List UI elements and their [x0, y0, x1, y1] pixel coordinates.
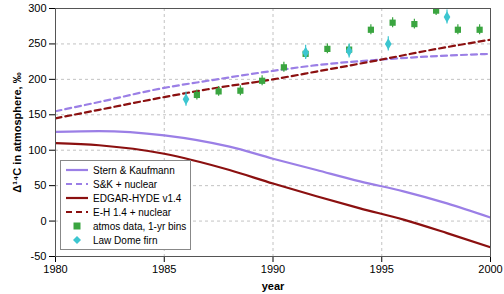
html-text:EDGAR-HYDE v1.4: EDGAR-HYDE v1.4: [93, 192, 182, 204]
svg-text:300: 300: [28, 2, 46, 14]
svg-text:year: year: [262, 280, 285, 292]
svg-text:-50: -50: [31, 250, 47, 262]
svg-text:1990: 1990: [261, 263, 285, 275]
html-text:S&K + nuclear: S&K + nuclear: [93, 178, 158, 190]
svg-text:250: 250: [28, 37, 46, 49]
svg-text:200: 200: [28, 73, 46, 85]
svg-text:2000: 2000: [478, 263, 502, 275]
html-text:E-H 1.4 + nuclear: E-H 1.4 + nuclear: [93, 206, 172, 218]
svg-text:Δ¹⁴C in atmosphere, ‰: Δ¹⁴C in atmosphere, ‰: [11, 72, 23, 192]
svg-text:1980: 1980: [43, 263, 67, 275]
html-text:Stern & Kaufmann: Stern & Kaufmann: [93, 164, 175, 176]
svg-text:1985: 1985: [152, 263, 176, 275]
svg-text:50: 50: [34, 179, 46, 191]
svg-text:1995: 1995: [370, 263, 394, 275]
svg-text:150: 150: [28, 108, 46, 120]
svg-text:0: 0: [40, 215, 46, 227]
html-text:Law Dome firn: Law Dome firn: [93, 234, 158, 246]
html-text:atmos data, 1-yr bins: atmos data, 1-yr bins: [93, 220, 187, 232]
svg-text:100: 100: [28, 144, 46, 156]
